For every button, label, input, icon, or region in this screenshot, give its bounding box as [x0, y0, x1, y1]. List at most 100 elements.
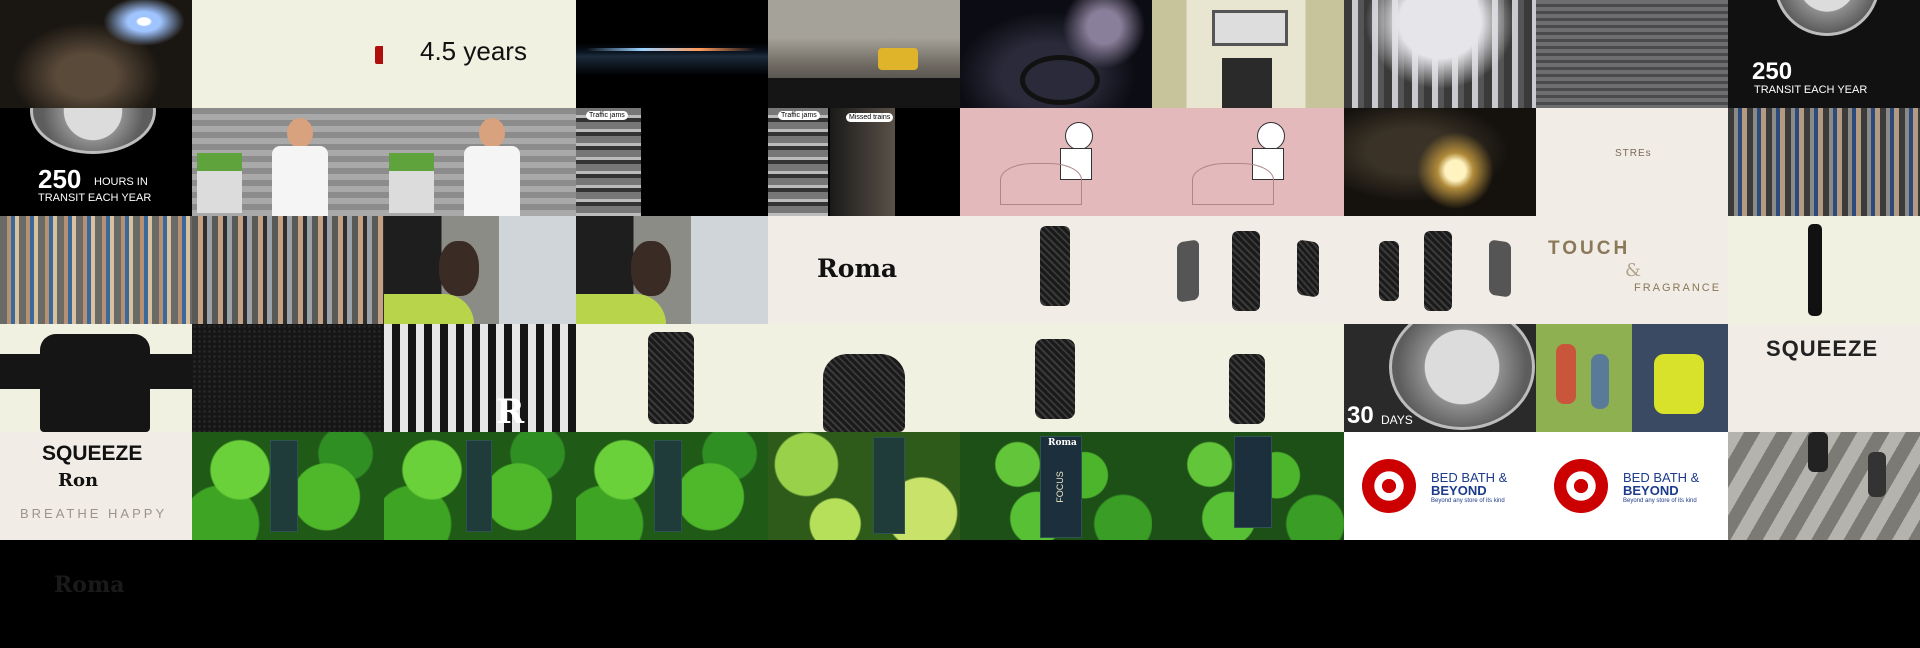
product-pack — [1035, 339, 1075, 419]
frame-traffic-jam: Traffic jams — [576, 108, 768, 216]
stat-250-number: 250 — [38, 164, 82, 194]
storyboard-grid: 4.5 years 250 TRANSIT EACH YEAR 250 HOUR… — [0, 0, 1920, 540]
focus-label: FOCUS — [1054, 471, 1065, 503]
product-pack — [0, 354, 192, 389]
frame-retailer-1: BED BATH & BEYOND Beyond any store of it… — [1344, 432, 1536, 540]
frame-pack-front-3 — [1152, 324, 1344, 432]
target-logo-icon — [1362, 459, 1416, 513]
frame-clock-250-hours: 250 HOURS IN TRANSIT EACH YEAR — [0, 108, 192, 216]
frame-leaves-box-3 — [576, 432, 768, 540]
stat-250-label-2: TRANSIT EACH YEAR — [38, 192, 152, 204]
frame-city-traffic — [768, 0, 960, 108]
frame-product-trio-2 — [1344, 216, 1536, 324]
breathe-happy-text: BREATHE HAPPY — [20, 506, 168, 521]
frame-leaves-box-1 — [192, 432, 384, 540]
product-pack — [1424, 231, 1452, 311]
frame-mint-focus-box: Roma FOCUS — [960, 432, 1152, 540]
product-pack — [1379, 241, 1399, 301]
roma-logo: Roma — [817, 254, 898, 283]
product-pack — [823, 354, 905, 432]
stat-250-top-number: 250 — [1752, 58, 1793, 85]
frame-years-stat: 4.5 years — [192, 0, 576, 108]
days-label: DAYS — [1381, 413, 1413, 427]
frame-citrus-box — [768, 432, 960, 540]
frame-driver-night — [960, 0, 1152, 108]
frame-retailer-2: BED BATH & BEYOND Beyond any store of it… — [1536, 432, 1728, 540]
frame-woman-driving-2 — [576, 216, 768, 324]
faded-roma-logo: Roma — [54, 572, 125, 598]
bbb-tagline: Beyond any store of its kind — [1623, 498, 1697, 504]
frame-woman-driving-1 — [384, 216, 576, 324]
bbb-logo-line2: BEYOND — [1431, 483, 1487, 498]
frame-pattern-logo: R — [384, 324, 576, 432]
frame-leaves-box-2 — [384, 432, 576, 540]
frame-traffic-missed-trains: Traffic jams Missed trains — [768, 108, 960, 216]
stat-250-top-label: TRANSIT EACH YEAR — [1754, 84, 1868, 96]
frustrated-person-illustration — [1257, 122, 1285, 150]
product-pack — [1489, 239, 1511, 298]
frame-product-trio-1 — [1152, 216, 1344, 324]
product-pack — [1229, 354, 1265, 424]
frame-touch-fragrance: TOUCH & FRAGRANCE — [1536, 216, 1728, 324]
squeeze-word: SQUEEZE — [1766, 336, 1879, 361]
frame-stress-text: STREs — [1536, 108, 1728, 216]
red-marker-icon — [375, 46, 383, 64]
frame-product-single — [960, 216, 1152, 324]
product-box — [1040, 436, 1082, 538]
frame-crowd-walk-1 — [1728, 108, 1920, 216]
frame-night-tunnel — [0, 0, 192, 108]
frame-hikers-worker — [1536, 324, 1728, 432]
frame-product-topdown — [0, 324, 192, 432]
frame-roma-logo: Roma — [768, 216, 960, 324]
frame-clock-30-days: 30 DAYS — [1344, 324, 1536, 432]
frame-crosswalk — [1728, 432, 1920, 540]
frame-driver-lamp — [1344, 108, 1536, 216]
product-box — [1234, 436, 1272, 528]
bbb-logo-line1: BED BATH & — [1431, 470, 1508, 485]
bbb-logo-line2: BEYOND — [1623, 483, 1679, 498]
years-stat-text: 4.5 years — [420, 36, 527, 66]
frustrated-person-illustration — [1065, 122, 1093, 150]
frame-clock-250-top: 250 TRANSIT EACH YEAR — [1728, 0, 1920, 108]
product-pack — [1232, 231, 1260, 311]
stress-word: STREs — [1615, 148, 1652, 159]
clock-icon — [30, 108, 156, 154]
squeeze-word: SQUEEZE — [42, 442, 143, 465]
product-box — [270, 440, 298, 532]
frame-light-trails — [576, 0, 768, 108]
target-logo-icon — [1554, 459, 1608, 513]
product-pack — [1177, 239, 1199, 303]
pattern-r-logo: R — [496, 392, 525, 432]
frame-pack-cylinder — [768, 324, 960, 432]
pack-brand-label: Roma — [1048, 438, 1077, 448]
frame-crowd-street — [1344, 0, 1536, 108]
bbb-tagline: Beyond any store of its kind — [1431, 498, 1505, 504]
frame-mint-box — [1152, 432, 1344, 540]
frame-product-side — [1728, 216, 1920, 324]
frame-texture-dark — [192, 324, 384, 432]
product-box — [466, 440, 492, 532]
ron-logo: Ron — [58, 470, 99, 491]
frame-window-reflection — [1536, 0, 1728, 108]
frame-pack-front — [576, 324, 768, 432]
ampersand: & — [1625, 260, 1642, 281]
frame-stressed-man-1 — [192, 108, 384, 216]
product-pack — [648, 332, 694, 424]
frame-stressed-man-2 — [384, 108, 576, 216]
product-pack — [1040, 226, 1070, 306]
frame-illustration-frustrated-1 — [960, 108, 1152, 216]
days-number: 30 — [1347, 402, 1374, 429]
stat-250-label-1: HOURS IN — [94, 176, 148, 188]
speech-bubble-traffic-jams: Traffic jams — [778, 111, 820, 120]
frame-crowd-walk-3 — [192, 216, 384, 324]
frame-squeeze-1: SQUEEZE — [1728, 324, 1920, 432]
frame-pack-front-2 — [960, 324, 1152, 432]
touch-word: TOUCH — [1548, 238, 1631, 259]
product-pack — [1808, 224, 1822, 316]
frame-crowd-walk-2 — [0, 216, 192, 324]
bbb-logo-line1: BED BATH & — [1623, 470, 1700, 485]
fragrance-word: FRAGRANCE — [1634, 282, 1722, 294]
clock-icon — [1389, 324, 1535, 430]
clock-icon — [1774, 0, 1880, 36]
product-pack — [1297, 239, 1319, 298]
